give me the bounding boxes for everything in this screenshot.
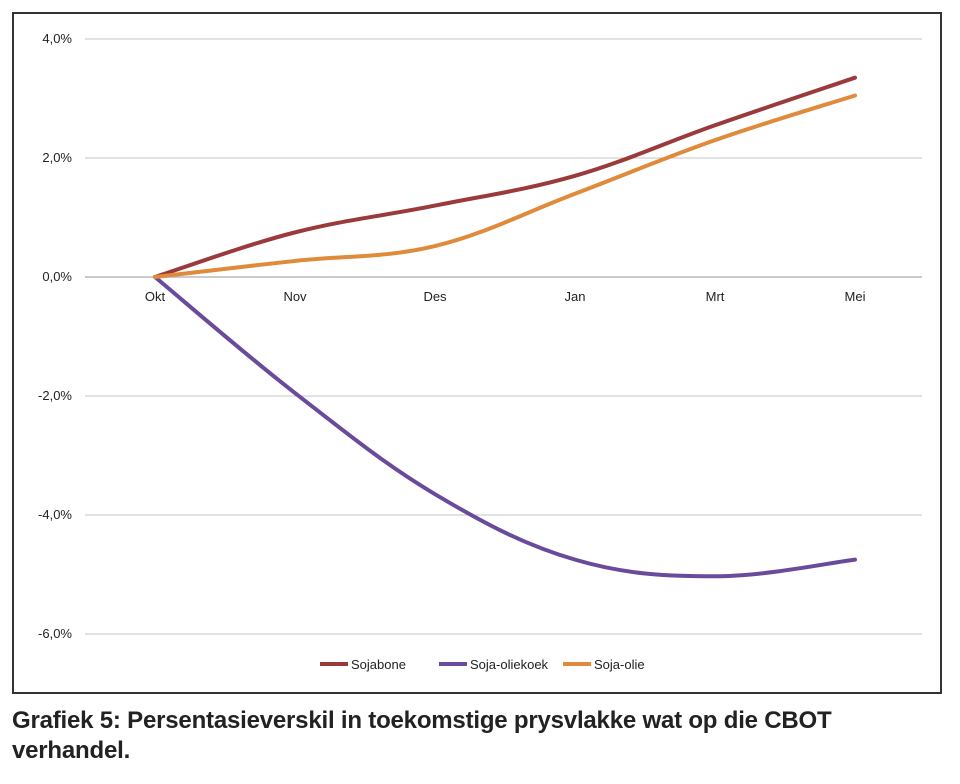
legend-label: Soja-olie <box>594 657 645 672</box>
legend: Sojabone Soja-oliekoek Soja-olie <box>320 657 645 672</box>
x-tick-label: Mrt <box>706 289 725 304</box>
x-tick-label: Des <box>423 289 447 304</box>
legend-label: Sojabone <box>351 657 406 672</box>
y-tick-label: 4,0% <box>42 31 72 46</box>
series-lines <box>153 75 857 579</box>
y-tick-label: 2,0% <box>42 150 72 165</box>
x-tick-label: Jan <box>565 289 586 304</box>
y-tick-label: -2,0% <box>38 388 72 403</box>
legend-label: Soja-oliekoek <box>470 657 549 672</box>
series-line-soja-oliekoek <box>153 275 857 579</box>
x-tick-label: Okt <box>145 289 166 304</box>
y-tick-label: 0,0% <box>42 269 72 284</box>
figure-caption: Grafiek 5: Persentasieverskil in toekoms… <box>12 707 832 764</box>
y-tick-label: -4,0% <box>38 507 72 522</box>
x-tick-label: Mei <box>845 289 866 304</box>
series-line-sojabone <box>153 75 857 279</box>
x-tick-label: Nov <box>283 289 307 304</box>
y-tick-label: -6,0% <box>38 626 72 641</box>
series-line-soja-olie <box>153 93 857 279</box>
y-axis-tick-labels: -6,0% -4,0% -2,0% 0,0% 2,0% 4,0% <box>38 31 72 641</box>
line-chart: -6,0% -4,0% -2,0% 0,0% 2,0% 4,0% Okt Nov Des Jan… <box>38 31 922 672</box>
x-axis-tick-labels: Okt Nov Des Jan Mrt Mei <box>145 289 866 304</box>
chart-frame: -6,0% -4,0% -2,0% 0,0% 2,0% 4,0% Okt Nov Des Jan… <box>12 12 942 694</box>
gridlines <box>85 38 922 635</box>
